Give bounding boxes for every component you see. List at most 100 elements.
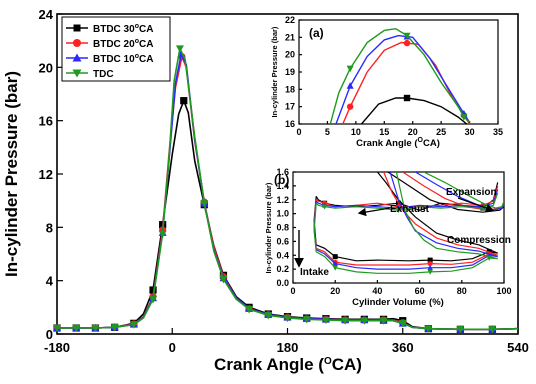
legend-label-btdc20: BTDC 20oCA — [93, 38, 153, 50]
x-tick-label: 80 — [457, 286, 467, 296]
legend-circle-marker — [73, 39, 81, 47]
main-series-3-point — [321, 316, 330, 325]
y-tick-label: 19 — [285, 67, 295, 77]
main-series-3-point — [360, 317, 369, 325]
legend-label-btdc10: BTDC 10oCA — [93, 53, 153, 65]
x-tick-label: 25 — [436, 127, 446, 137]
legend-square-marker — [73, 24, 81, 32]
inset-b-y-axis-label: In-cylinder Pressure (bar) — [264, 182, 273, 273]
inset-a-series-3-point — [346, 65, 354, 73]
main-series-3-point — [283, 314, 292, 323]
inset-a-series-3-point — [403, 32, 411, 40]
x-tick-label: 40 — [372, 286, 382, 296]
main-series-3-point — [245, 306, 254, 314]
y-tick-label: 4 — [46, 274, 54, 289]
inset-a-series — [329, 27, 471, 124]
y-tick-label: 17 — [285, 102, 295, 112]
y-tick-label: 1.6 — [276, 167, 289, 177]
inset-b-series-3-point — [395, 207, 402, 214]
legend-entry-btdc30: BTDC 30oCA — [66, 23, 153, 35]
y-tick-label: 0.8 — [276, 223, 289, 233]
y-tick-label: 16 — [285, 119, 295, 129]
x-tick-label: 10 — [351, 127, 361, 137]
inset-a-series-line-0 — [360, 97, 468, 124]
inset-b-series-2-point — [427, 264, 433, 270]
legend-label-tdc: TDC — [93, 69, 114, 80]
main-series-3-point — [302, 316, 311, 324]
main-x-axis-label: Crank Angle (OCA) — [214, 355, 362, 374]
main-series-3-point — [219, 276, 228, 284]
y-tick-label: 18 — [285, 84, 295, 94]
inset-a-series-line-3 — [329, 27, 471, 124]
legend-entry-btdc10: BTDC 10oCA — [66, 53, 153, 65]
main-series-3-point — [72, 324, 81, 333]
inset-a-series-0-point — [403, 94, 411, 102]
main-series-3-point — [175, 45, 184, 53]
inset-b-series-3-point — [486, 255, 492, 261]
main-series-3-point — [424, 325, 433, 333]
x-tick-label: 15 — [379, 127, 389, 137]
legend-entry-tdc: TDC — [66, 69, 114, 80]
y-tick-label: 1.2 — [276, 195, 289, 205]
main-y-axis-label: In-cylinder Pressure (bar) — [2, 71, 21, 277]
main-series-3-point — [200, 200, 209, 208]
x-tick-label: 100 — [496, 286, 511, 296]
x-tick-label: 180 — [277, 340, 299, 355]
inset-a: 0 5 10 15 20 25 30 35 16 17 18 19 20 21 22 (a) Crank A… — [270, 15, 503, 149]
inset-b-series-1-point — [427, 261, 433, 267]
inset-b-ticks: 0 20 40 60 80 100 0.0 0.2 0.4 0.6 0.8 1.0 1.2 1.4 1.6 — [276, 167, 511, 296]
inset-a-series-2-point — [346, 82, 354, 89]
annotation-intake: Intake — [300, 267, 329, 278]
y-tick-label: 1.0 — [276, 209, 289, 219]
main-series-3-point — [264, 312, 273, 320]
y-tick-label: 0.4 — [276, 250, 289, 260]
inset-a-panel-label: (a) — [309, 26, 324, 40]
inset-a-series-1-point — [403, 39, 411, 47]
main-series-3-point — [488, 326, 497, 334]
x-tick-label: 20 — [408, 127, 418, 137]
y-tick-label: 22 — [285, 15, 295, 25]
y-tick-label: 16 — [39, 114, 53, 129]
inset-b-series-3-point — [332, 265, 338, 271]
legend-entry-btdc20: BTDC 20oCA — [66, 38, 153, 50]
inset-b-series — [313, 172, 504, 275]
main-series — [53, 45, 519, 334]
inset-b: 0 20 40 60 80 1000.00.20.40.60.81.01.21.41.6 … — [264, 160, 516, 308]
y-tick-label: 20 — [39, 60, 53, 75]
inset-b-series-3-compression — [395, 172, 498, 260]
inset-a-series-1-point — [346, 103, 354, 110]
y-tick-label: 12 — [39, 167, 53, 182]
legend: BTDC 30oCA BTDC 20oCA BTDC 10oCA TDC — [61, 16, 171, 82]
inset-b-series-3-intake — [313, 203, 498, 274]
x-tick-label: 0 — [290, 286, 295, 296]
exhaust-arrow — [357, 207, 391, 217]
inset-b-bg — [266, 160, 516, 298]
y-tick-label: 0.2 — [276, 264, 289, 274]
inset-b-series-0-point — [427, 257, 433, 263]
y-tick-label: 8 — [46, 220, 53, 235]
y-tick-label: 20 — [285, 50, 295, 60]
main-series-3-point — [129, 321, 138, 329]
inset-b-series-2-compression — [389, 172, 498, 258]
inset-a-x-axis-label: Crank Angle (OCA) — [356, 137, 440, 149]
main-series-0-point — [149, 286, 157, 294]
main-series-3-point — [341, 317, 350, 325]
legend-triangle-up-marker — [72, 53, 82, 62]
x-tick-label: 360 — [392, 340, 414, 355]
y-tick-label: 0 — [46, 327, 53, 342]
y-tick-label: 0.6 — [276, 236, 289, 246]
inset-a-bg — [274, 20, 498, 124]
x-tick-label: 5 — [325, 127, 330, 137]
annotation-expansion: Expansion — [446, 187, 497, 198]
legend-triangle-down-marker — [72, 69, 82, 78]
x-tick-label: 0 — [296, 127, 301, 137]
inset-b-series-0-expansion — [387, 172, 504, 213]
x-tick-label: 60 — [415, 286, 425, 296]
main-series-3-point — [53, 324, 61, 333]
inset-a-ticks: 0 5 10 15 20 25 30 35 16 17 18 19 20 21 22 — [285, 15, 503, 137]
main-series-3-point — [91, 324, 100, 333]
x-tick-label: 540 — [507, 340, 529, 355]
